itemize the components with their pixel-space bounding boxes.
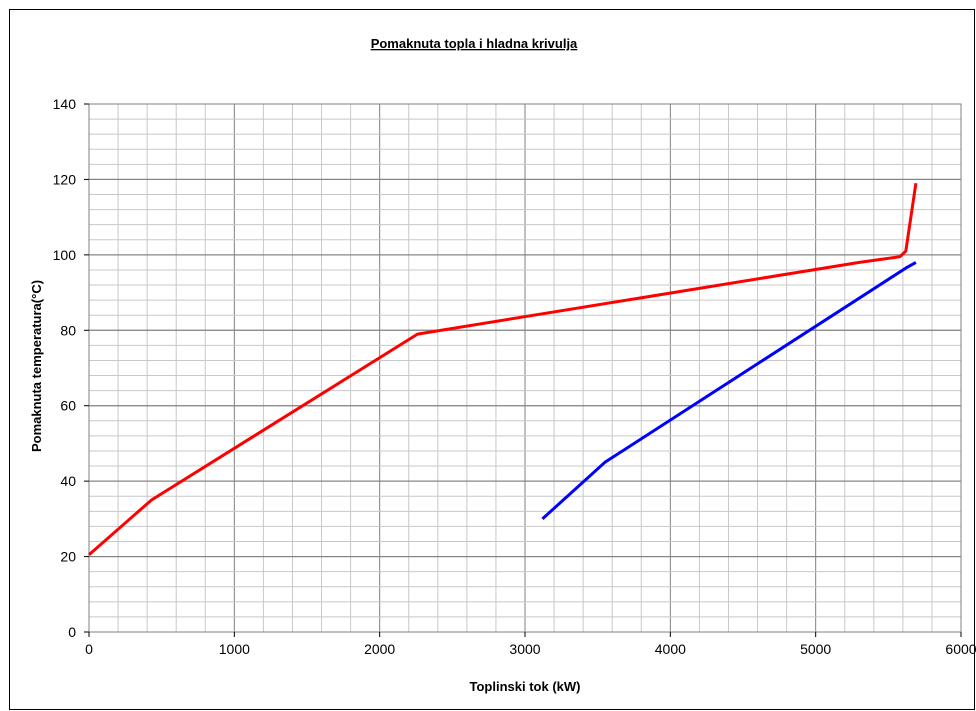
chart-title: Pomaknuta topla i hladna krivulja: [371, 36, 578, 51]
y-tick-label: 80: [60, 322, 76, 338]
y-tick-label: 120: [53, 171, 77, 187]
y-tick-label: 60: [60, 398, 76, 414]
x-tick-label: 5000: [800, 641, 831, 657]
y-tick-label: 20: [60, 549, 76, 565]
tick-labels: 0 1000 2000 3000 4000 5000 6000 0 20 40 60 80 100 120…: [53, 96, 976, 657]
series-line-2: [541, 261, 917, 521]
x-axis-title: Toplinski tok (kW): [470, 679, 581, 694]
y-tick-label: 140: [53, 96, 77, 112]
y-axis-title: Pomaknuta temperatura(°C): [29, 280, 44, 452]
x-tick-label: 4000: [655, 641, 686, 657]
y-tick-label: 40: [60, 473, 76, 489]
x-tick-label: 0: [85, 641, 93, 657]
x-tick-label: 1000: [219, 641, 250, 657]
y-tick-label: 0: [68, 624, 76, 640]
x-tick-label: 2000: [364, 641, 395, 657]
series-line-1: [88, 182, 918, 556]
x-tick-label: 6000: [945, 641, 976, 657]
series-layer: [88, 182, 918, 556]
chart-area: [9, 9, 975, 710]
y-tick-label: 100: [53, 247, 77, 263]
x-tick-label: 3000: [509, 641, 540, 657]
grid: [88, 103, 962, 633]
